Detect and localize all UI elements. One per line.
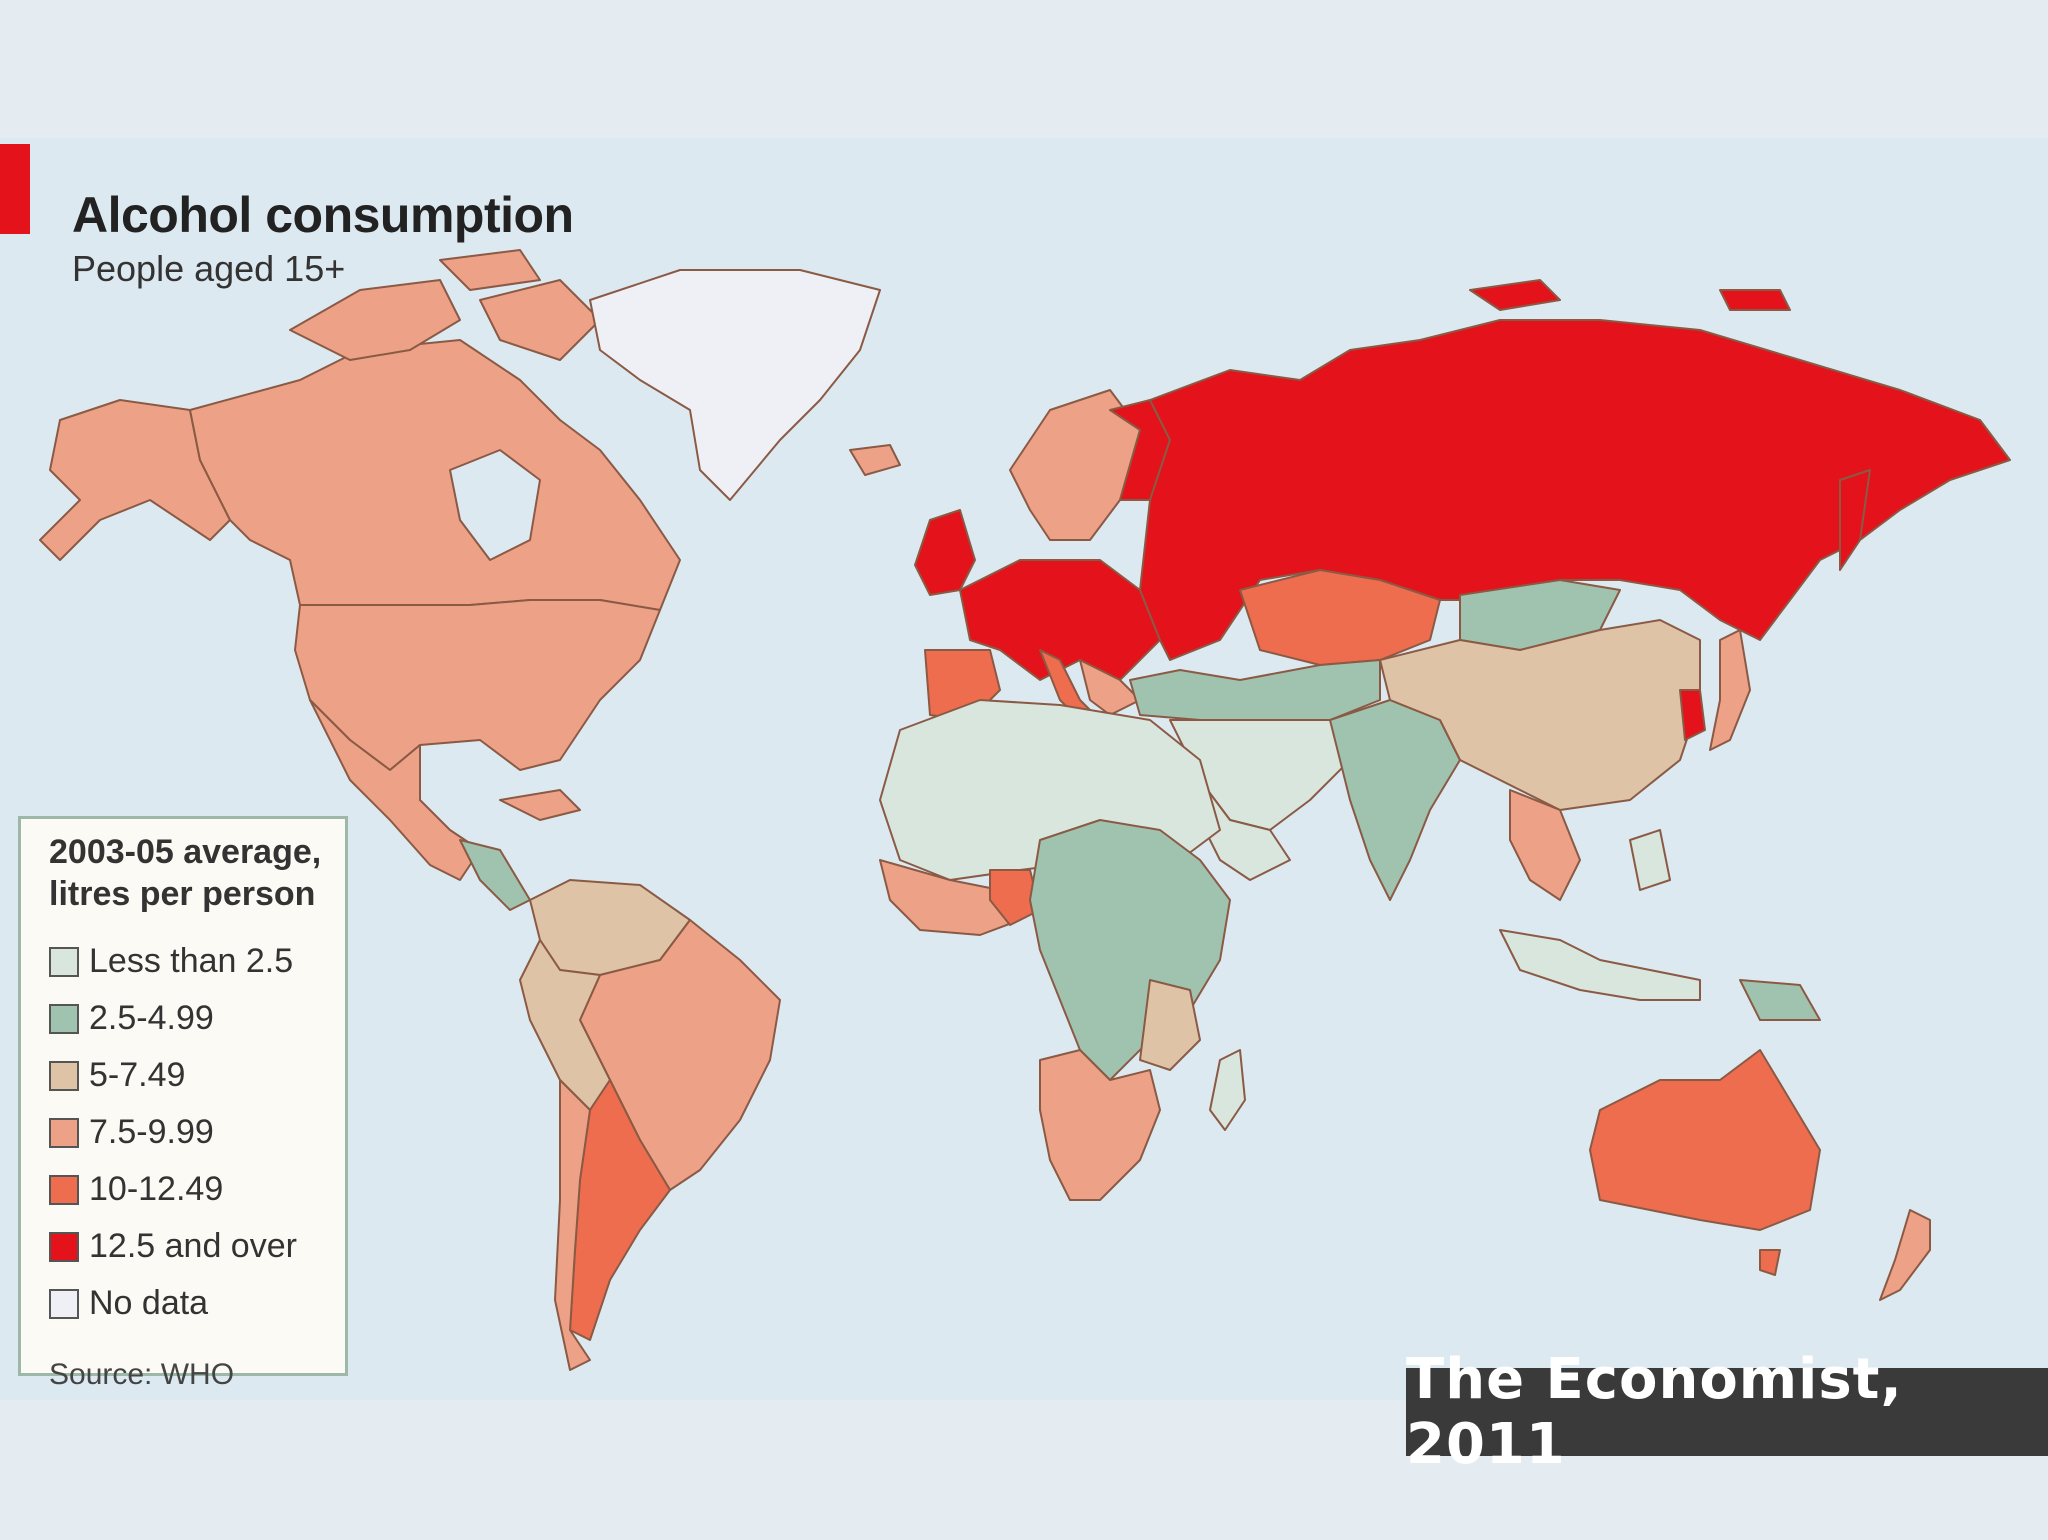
region-greenland	[589, 269, 881, 501]
legend-item: 12.5 and over	[49, 1218, 345, 1275]
region-madagascar	[1209, 1049, 1246, 1131]
credit-caption: The Economist, 2011	[1406, 1347, 2048, 1477]
legend-swatch	[49, 1003, 79, 1034]
red-accent-tab	[0, 144, 30, 234]
region-kazakhstan	[1239, 569, 1441, 666]
legend-source: Source: WHO	[49, 1358, 235, 1391]
region-tasmania	[1759, 1249, 1781, 1276]
legend-label: 10-12.49	[89, 1170, 224, 1208]
legend-swatch	[49, 1288, 79, 1319]
map-title: Alcohol consumption	[72, 187, 574, 243]
region-australia	[1589, 1049, 1821, 1231]
legend-item: 10-12.49	[49, 1161, 345, 1218]
legend-item: Less than 2.5	[49, 933, 345, 990]
legend-label: Less than 2.5	[89, 942, 294, 980]
region-chile	[554, 1079, 591, 1371]
legend-item: 5-7.49	[49, 1047, 345, 1104]
region-central-america	[459, 839, 531, 911]
region-caribbean	[499, 789, 581, 821]
legend-item: 7.5-9.99	[49, 1104, 345, 1161]
legend-label: 7.5-9.99	[89, 1113, 214, 1151]
region-arctic-islands	[1469, 279, 1791, 311]
region-mexico	[309, 699, 481, 881]
legend-label: 5-7.49	[89, 1056, 186, 1094]
region-india	[1329, 699, 1461, 901]
region-kamchatka	[1839, 469, 1871, 571]
legend-swatch	[49, 1231, 79, 1262]
legend-swatch	[49, 1174, 79, 1205]
legend-list: Less than 2.5 2.5-4.99 5-7.49 7.5-9.99 1…	[49, 933, 345, 1332]
legend-item: No data	[49, 1275, 345, 1332]
region-southeast-asia	[1509, 789, 1581, 901]
region-new-guinea	[1739, 979, 1821, 1021]
region-east-africa	[1139, 979, 1201, 1071]
region-turkey-central-asia	[1129, 659, 1381, 721]
legend-label: No data	[89, 1284, 209, 1322]
legend-item: 2.5-4.99	[49, 990, 345, 1047]
region-indonesia	[1499, 929, 1701, 1001]
region-canada-islands	[289, 249, 601, 361]
region-balkans	[1079, 659, 1141, 716]
legend-label: 2.5-4.99	[89, 999, 214, 1037]
legend-title: 2003-05 average, litres per person	[49, 833, 322, 913]
region-southern-africa	[1039, 1049, 1161, 1201]
legend-swatch	[49, 946, 79, 977]
region-iceland	[849, 444, 901, 476]
legend: 2003-05 average, litres per person Less …	[18, 816, 348, 1391]
legend-swatch	[49, 1060, 79, 1091]
region-west-africa	[879, 859, 1021, 936]
region-hudson-bay	[449, 449, 541, 561]
region-uk-ireland	[914, 509, 976, 596]
legend-label: 12.5 and over	[89, 1227, 297, 1265]
legend-swatch	[49, 1117, 79, 1148]
region-canada	[189, 339, 681, 611]
region-new-zealand	[1879, 1209, 1931, 1301]
region-philippines	[1629, 829, 1671, 891]
region-russia	[1139, 319, 2011, 661]
region-japan	[1709, 629, 1751, 751]
region-korea	[1679, 689, 1706, 741]
region-china	[1379, 619, 1701, 811]
region-nigeria	[989, 869, 1041, 926]
map-subtitle: People aged 15+	[72, 248, 346, 289]
